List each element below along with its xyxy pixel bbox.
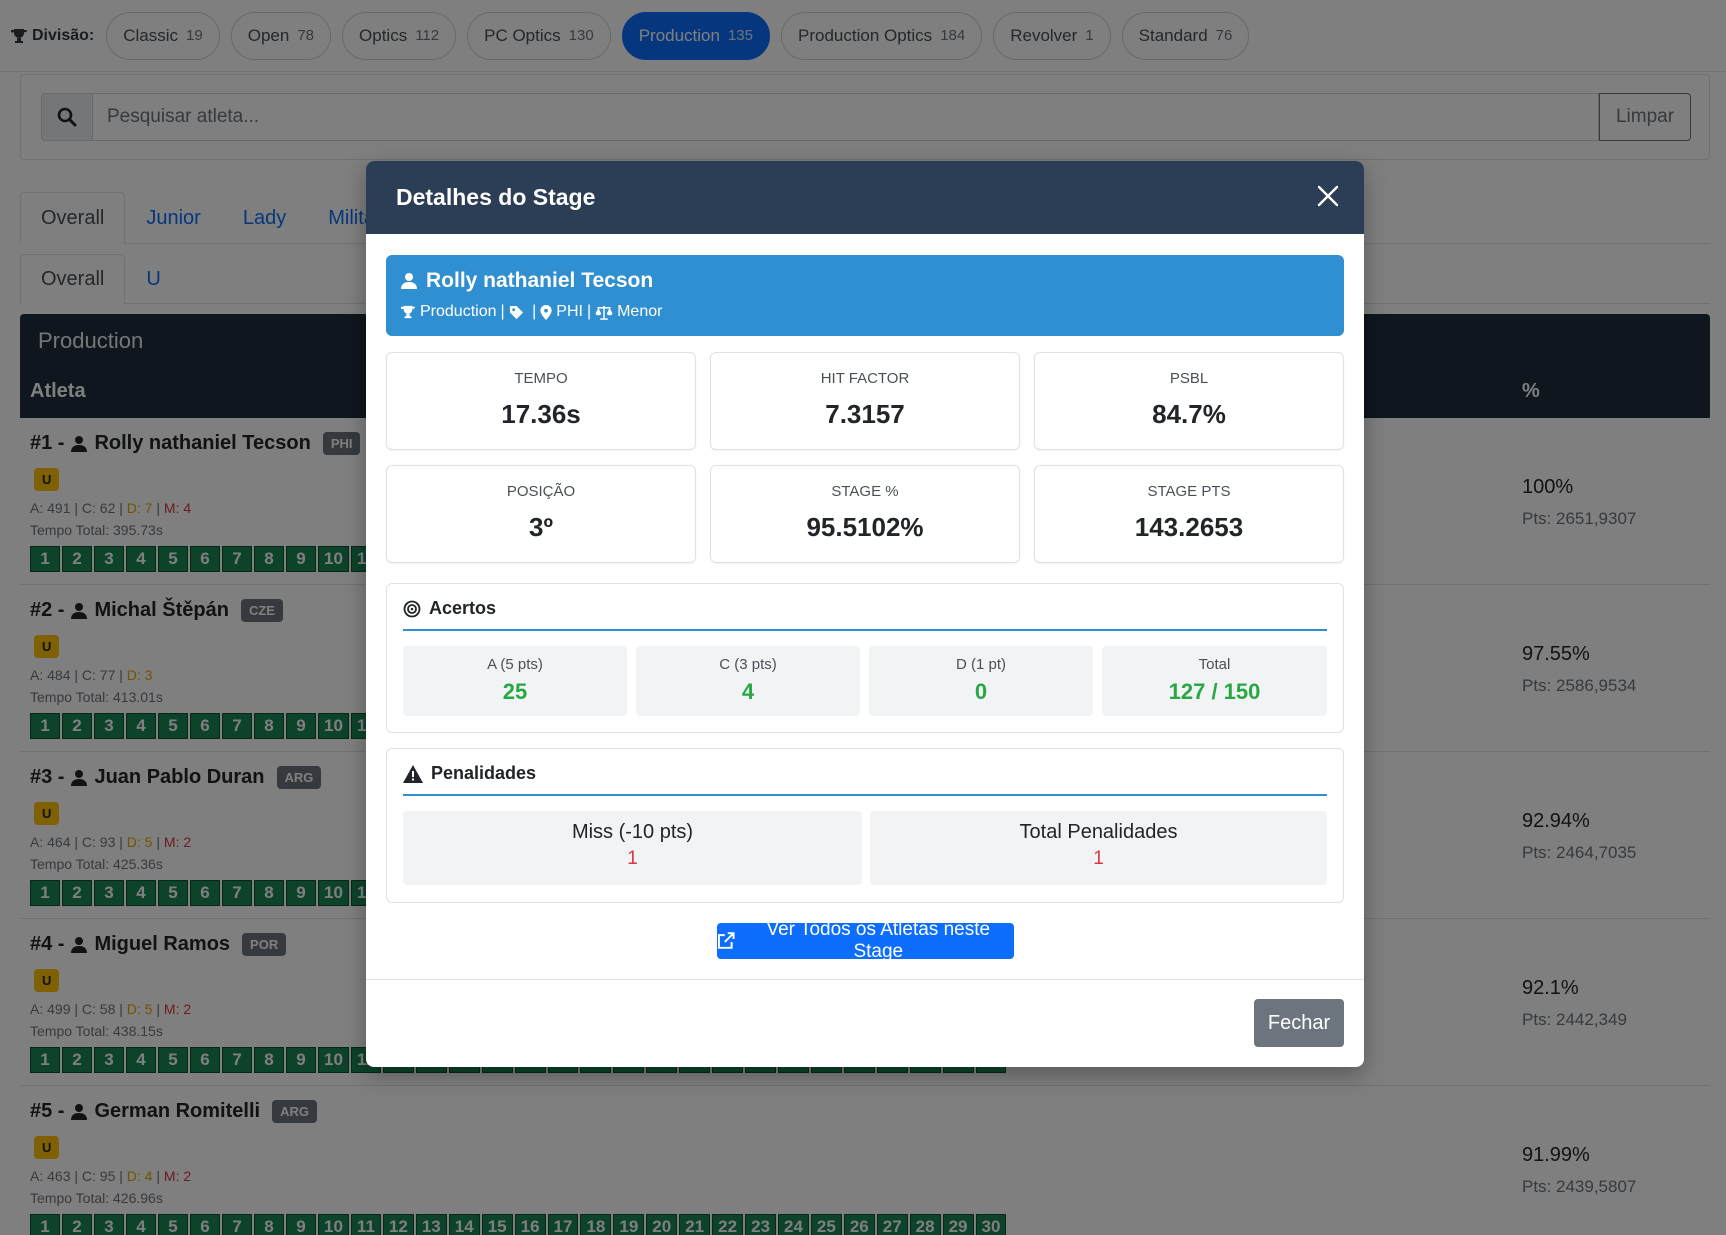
metric-posicao: POSIÇÃO 3º: [386, 465, 696, 563]
hits-c-cell: C (3 pts) 4: [636, 646, 860, 716]
athlete-meta: Production | | PHI | Menor: [400, 303, 662, 321]
trophy-icon: [401, 305, 416, 319]
athlete-category: Menor: [617, 303, 663, 320]
tag-icon: [509, 305, 523, 319]
metric-hit-factor: HIT FACTOR 7.3157: [710, 352, 1020, 450]
penalties-title: Penalidades: [403, 763, 536, 784]
athlete-name: Rolly nathaniel Tecson: [400, 269, 653, 293]
hits-d-cell: D (1 pt) 0: [869, 646, 1093, 716]
penalties-divider: [403, 794, 1327, 796]
scale-icon: [595, 305, 613, 320]
metric-tempo: TEMPO 17.36s: [386, 352, 696, 450]
warning-icon: [403, 764, 423, 783]
hits-a-cell: A (5 pts) 25: [403, 646, 627, 716]
metric-stage-percent: STAGE % 95.5102%: [710, 465, 1020, 563]
view-all-athletes-button[interactable]: Ver Todos os Atletas neste Stage: [717, 919, 1014, 962]
athlete-summary-card: Rolly nathaniel Tecson Production | | PH…: [386, 255, 1344, 336]
stage-details-modal: Detalhes do Stage Rolly nathaniel Tecson…: [366, 161, 1364, 1067]
penalties-section: Penalidades Miss (-10 pts) 1 Total Penal…: [386, 748, 1344, 903]
hits-divider: [403, 629, 1327, 631]
penalty-miss-cell: Miss (-10 pts) 1: [403, 811, 862, 885]
map-pin-icon: [540, 304, 552, 320]
penalty-total-cell: Total Penalidades 1: [870, 811, 1327, 885]
user-icon: [401, 273, 417, 289]
modal-footer-divider: [366, 979, 1364, 980]
external-link-icon: [717, 932, 735, 949]
metric-stage-pts: STAGE PTS 143.2653: [1034, 465, 1344, 563]
hits-total-cell: Total 127 / 150: [1102, 646, 1327, 716]
target-icon: [403, 600, 421, 617]
close-icon[interactable]: [1310, 179, 1346, 215]
close-modal-button[interactable]: Fechar: [1254, 999, 1344, 1047]
modal-title: Detalhes do Stage: [396, 184, 596, 210]
metric-psbl: PSBL 84.7%: [1034, 352, 1344, 450]
athlete-country: PHI: [556, 303, 583, 320]
hits-title: Acertos: [403, 598, 496, 619]
athlete-division: Production: [420, 303, 497, 320]
hits-section: Acertos A (5 pts) 25 C (3 pts) 4 D (1 pt…: [386, 583, 1344, 733]
modal-header: Detalhes do Stage: [366, 161, 1364, 234]
